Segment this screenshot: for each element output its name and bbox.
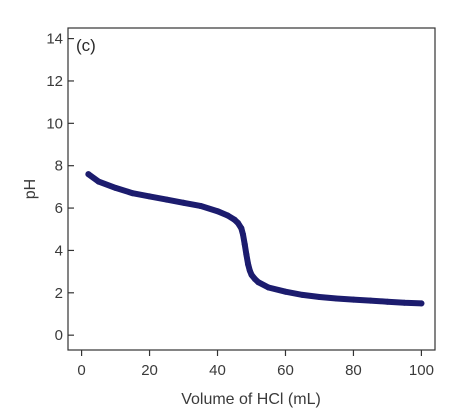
data-point — [224, 212, 231, 219]
data-point — [418, 300, 425, 307]
data-point — [384, 298, 391, 305]
data-point — [243, 251, 250, 258]
data-point — [214, 208, 221, 215]
data-point — [85, 171, 92, 178]
data-point — [367, 297, 374, 304]
x-tick-label: 60 — [277, 362, 294, 379]
titration-curve — [85, 171, 425, 307]
x-axis: 0 20 40 60 80 100 — [77, 350, 434, 379]
y-tick-label: 14 — [46, 31, 63, 48]
data-point — [350, 296, 357, 303]
series-layer — [85, 171, 425, 307]
y-tick-label: 2 — [55, 285, 63, 302]
data-point — [401, 299, 408, 306]
y-axis: 0 2 4 6 8 10 12 14 — [46, 31, 74, 344]
y-axis-label: pH — [22, 179, 39, 199]
x-tick-label: 100 — [409, 362, 434, 379]
y-tick-label: 10 — [46, 115, 63, 132]
data-point — [112, 184, 119, 191]
x-tick-label: 40 — [209, 362, 226, 379]
data-point — [180, 199, 187, 206]
data-point — [255, 279, 262, 286]
data-point — [129, 190, 136, 197]
y-tick-label: 8 — [55, 158, 63, 175]
data-point — [238, 225, 245, 232]
y-tick-label: 12 — [46, 73, 63, 90]
data-point — [241, 241, 248, 248]
y-tick-label: 4 — [55, 242, 63, 259]
y-tick-label: 6 — [55, 200, 63, 217]
panel-label: (c) — [76, 36, 96, 55]
data-point — [234, 219, 241, 226]
data-point — [316, 294, 323, 301]
data-point — [240, 231, 247, 238]
plot-frame — [67, 27, 436, 351]
y-tick-label: 0 — [55, 327, 63, 344]
data-point — [299, 291, 306, 298]
x-tick-label: 0 — [77, 362, 85, 379]
data-point — [265, 284, 272, 291]
data-point — [282, 288, 289, 295]
data-point — [248, 271, 255, 278]
data-point — [197, 202, 204, 209]
data-point — [245, 261, 252, 268]
x-tick-label: 20 — [141, 362, 158, 379]
data-point — [95, 178, 102, 185]
data-point — [163, 196, 170, 203]
data-point — [333, 295, 340, 302]
data-point — [146, 193, 153, 200]
x-tick-label: 80 — [345, 362, 362, 379]
x-axis-label: Volume of HCl (mL) — [181, 391, 321, 408]
